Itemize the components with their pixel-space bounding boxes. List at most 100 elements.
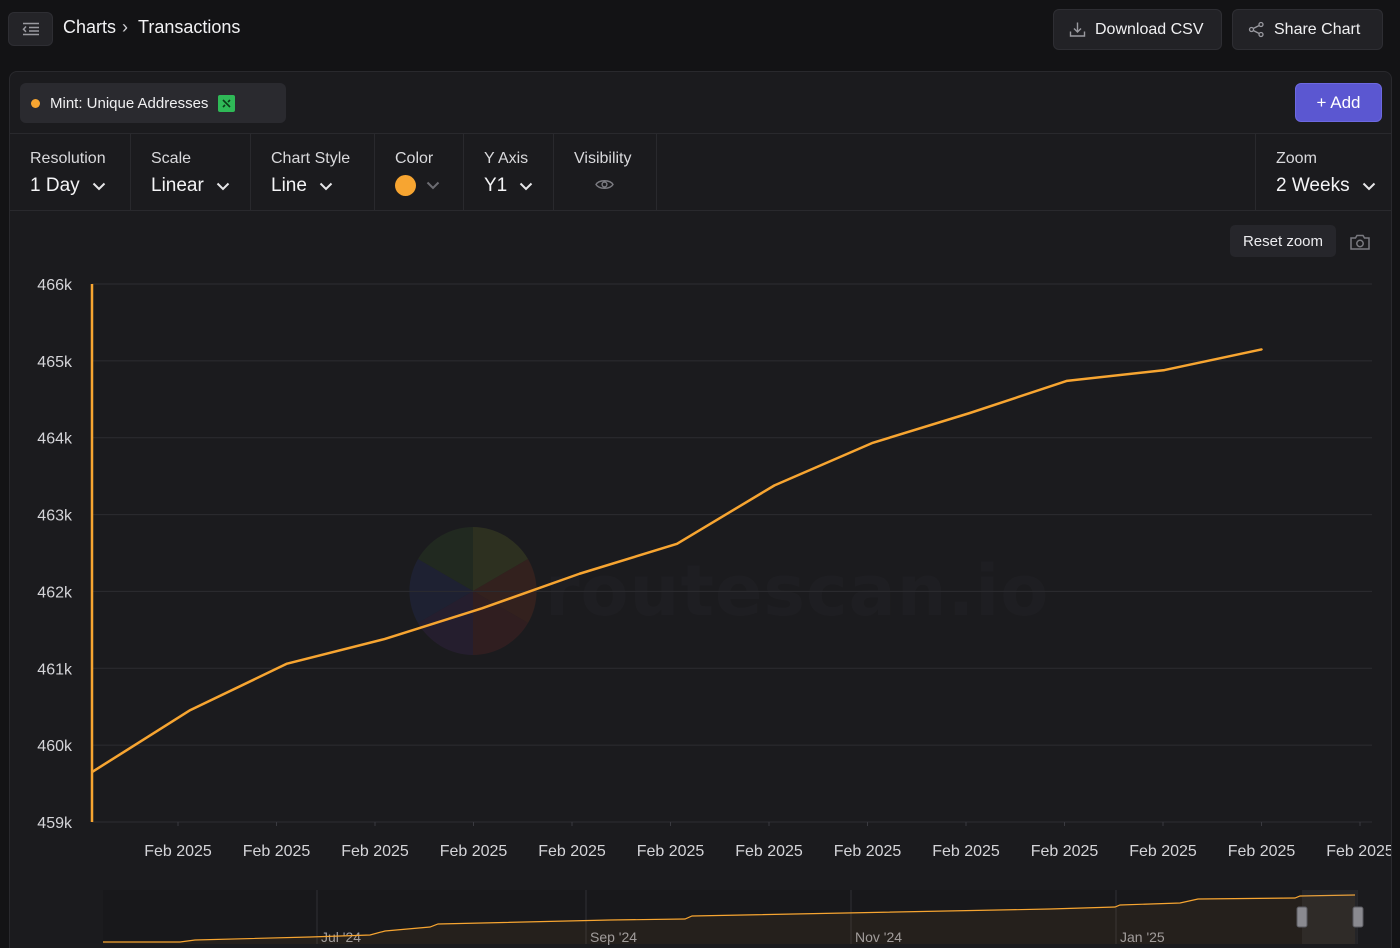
line-chart[interactable]: 466k 465k 464k 463k 462k 461k 460k 459k Feb 2025… <box>10 211 1392 948</box>
download-icon <box>1069 22 1086 37</box>
x-tick-label: Feb 2025 <box>538 843 606 860</box>
data-point <box>1163 369 1166 371</box>
camera-icon[interactable] <box>1349 232 1371 252</box>
y-axis-value: Y1 <box>484 175 508 196</box>
y-tick-label: 463k <box>37 508 73 525</box>
visibility-label: Visibility <box>574 150 632 167</box>
data-point <box>1261 348 1263 351</box>
resolution-select[interactable]: 1 Day <box>30 175 130 197</box>
zoom-control[interactable]: Zoom 2 Weeks <box>1255 134 1391 211</box>
navigator-handle[interactable] <box>1352 906 1364 928</box>
navigator-background <box>103 890 1357 944</box>
download-csv-label: Download CSV <box>1095 20 1204 38</box>
zoom-label: Zoom <box>1276 150 1317 167</box>
add-series-button[interactable]: + Add <box>1295 83 1382 122</box>
y-axis-select[interactable]: Y1 <box>484 175 553 197</box>
color-swatch <box>395 175 416 196</box>
data-point <box>1066 380 1068 382</box>
chevron-down-icon <box>520 182 533 190</box>
breadcrumb-separator: › <box>122 17 129 37</box>
scale-control[interactable]: Scale Linear <box>131 134 251 211</box>
navigator-handle[interactable] <box>1296 906 1308 928</box>
x-tick-label: Feb 2025 <box>1129 843 1197 860</box>
data-point <box>773 484 776 487</box>
x-tick-label: Feb 2025 <box>341 843 409 860</box>
data-point <box>578 572 581 575</box>
data-point <box>286 662 288 665</box>
chart-style-label: Chart Style <box>271 150 351 167</box>
reset-zoom-button[interactable]: Reset zoom <box>1230 225 1336 257</box>
y-tick-label: 459k <box>37 815 73 832</box>
color-picker[interactable] <box>395 175 463 196</box>
navigator-area <box>103 895 1355 944</box>
download-csv-button[interactable]: Download CSV <box>1053 9 1222 50</box>
resolution-value: 1 Day <box>30 175 80 196</box>
data-point <box>383 638 386 640</box>
y-tick-label: 465k <box>37 354 73 371</box>
share-icon <box>1248 21 1264 38</box>
visibility-control[interactable]: Visibility <box>554 134 657 211</box>
x-tick-label: Feb 2025 <box>1031 843 1099 860</box>
y-axis-control[interactable]: Y Axis Y1 <box>464 134 554 211</box>
chart-area: routescan.io 466k 465k 464k 463k 462k 461k 460… <box>10 211 1391 948</box>
share-chart-button[interactable]: Share Chart <box>1232 9 1383 50</box>
chart-controls: Resolution 1 Day Scale Linear Chart Styl… <box>10 134 1391 211</box>
chart-panel: Mint: Unique Addresses + Add Resolution … <box>9 71 1392 948</box>
visibility-toggle[interactable] <box>574 178 656 191</box>
chart-style-control[interactable]: Chart Style Line <box>251 134 375 211</box>
navigator-selection <box>1302 890 1358 944</box>
chevron-down-icon <box>1362 182 1375 190</box>
y-tick-label: 461k <box>37 661 73 678</box>
series-color-dot <box>31 98 40 108</box>
sidebar-toggle-button[interactable] <box>8 12 53 46</box>
color-label: Color <box>395 150 434 167</box>
resolution-label: Resolution <box>30 150 106 167</box>
navigator-series-line <box>103 894 1356 943</box>
resolution-control[interactable]: Resolution 1 Day <box>10 134 131 211</box>
x-tick-label: Feb 2025 <box>735 843 803 860</box>
x-tick-label: Feb 2025 <box>834 843 902 860</box>
series-line <box>91 348 1263 774</box>
color-control[interactable]: Color <box>375 134 464 211</box>
navigator-label: Nov '24 <box>855 929 902 945</box>
series-label: Mint: Unique Addresses <box>50 94 209 112</box>
scale-value: Linear <box>151 175 204 196</box>
data-point <box>968 412 971 414</box>
series-chip[interactable]: Mint: Unique Addresses <box>20 83 286 123</box>
chevron-down-icon <box>92 182 105 190</box>
share-chart-label: Share Chart <box>1274 20 1361 38</box>
top-bar: Charts › Transactions Download CSV Share… <box>0 0 1400 60</box>
x-tick-label: Feb 2025 <box>440 843 508 860</box>
navigator-label: Jan '25 <box>1120 929 1165 945</box>
page-title: Transactions <box>138 17 241 37</box>
navigator-label: Sep '24 <box>590 929 637 945</box>
eye-icon <box>595 180 614 189</box>
data-point <box>91 771 93 773</box>
x-tick-label: Feb 2025 <box>637 843 705 860</box>
x-tick-label: Feb 2025 <box>144 843 212 860</box>
series-row: Mint: Unique Addresses + Add <box>10 72 1391 134</box>
data-point <box>871 442 873 444</box>
breadcrumb-charts-link[interactable]: Charts <box>63 17 117 37</box>
x-tick-label: Feb 2025 <box>243 843 311 860</box>
x-tick-label: Feb 2025 <box>932 843 1000 860</box>
chevron-down-icon <box>216 182 230 190</box>
menu-icon <box>21 22 39 36</box>
zoom-value: 2 Weeks <box>1276 175 1350 196</box>
y-tick-label: 460k <box>37 738 73 755</box>
x-tick-label: Feb 2025 <box>1228 843 1296 860</box>
navigator-label: Jul '24 <box>321 929 361 945</box>
y-axis-label: Y Axis <box>484 150 529 167</box>
chevron-down-icon <box>319 182 333 190</box>
y-tick-label: 462k <box>37 584 73 601</box>
chart-style-select[interactable]: Line <box>271 175 374 197</box>
chart-style-value: Line <box>271 175 307 196</box>
scale-select[interactable]: Linear <box>151 175 250 197</box>
data-point <box>676 542 678 545</box>
scale-label: Scale <box>151 150 192 167</box>
data-point <box>188 709 191 712</box>
x-tick-label: Feb 2025 <box>1326 843 1392 860</box>
chevron-down-icon <box>426 181 440 190</box>
zoom-select[interactable]: 2 Weeks <box>1276 175 1391 197</box>
y-tick-label: 466k <box>37 277 73 294</box>
